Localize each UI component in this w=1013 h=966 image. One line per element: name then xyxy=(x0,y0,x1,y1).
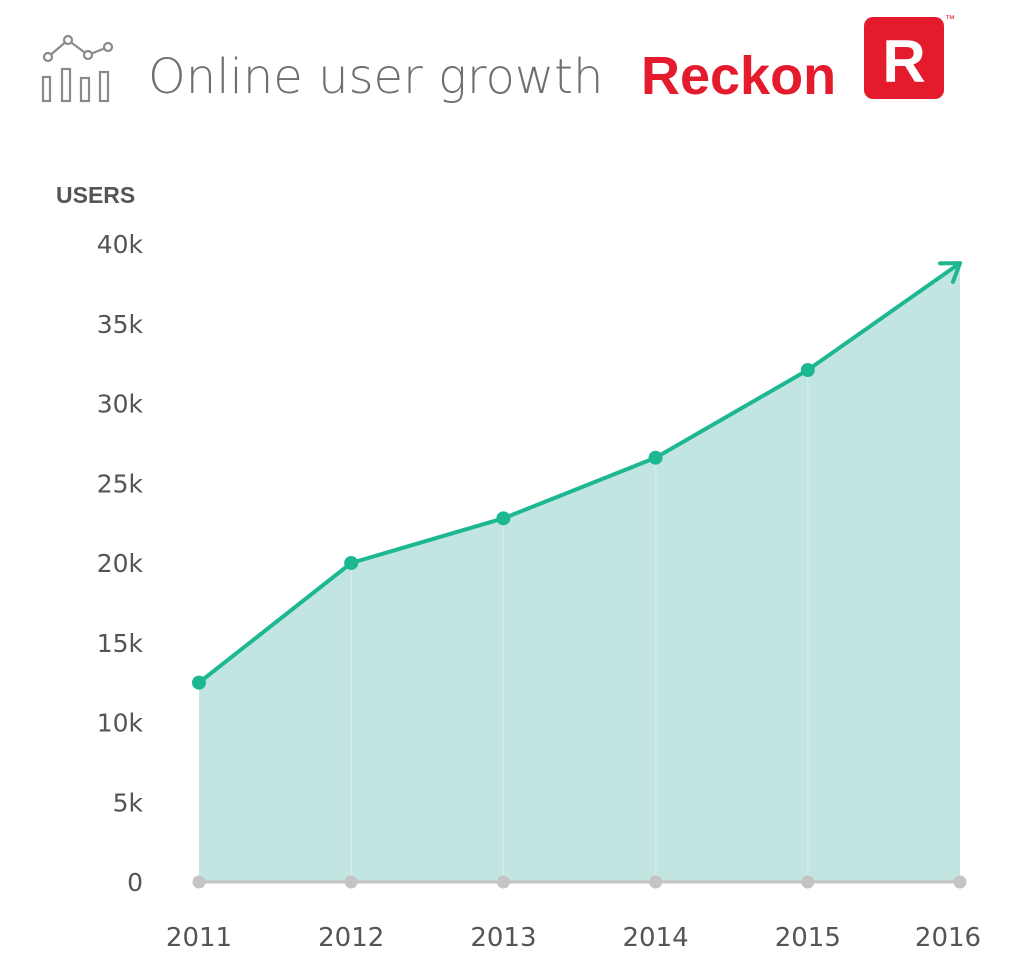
data-point-2015 xyxy=(800,363,815,378)
y-tick-label: 25k xyxy=(97,469,144,498)
y-tick-label: 10k xyxy=(97,709,144,738)
x-tick-label: 2011 xyxy=(166,923,232,953)
x-tick-label: 2015 xyxy=(775,923,841,953)
x-axis-dot xyxy=(496,875,510,889)
brand-badge xyxy=(864,17,944,99)
x-axis-dot xyxy=(801,875,815,889)
y-tick-label: 20k xyxy=(97,549,144,578)
x-axis-dot xyxy=(192,875,206,889)
y-tick-label: 5k xyxy=(113,788,144,817)
x-axis-dot xyxy=(953,875,967,889)
y-tick-label: 35k xyxy=(97,310,144,339)
data-point-2011 xyxy=(192,675,206,690)
x-axis-dot xyxy=(344,875,358,889)
chart-title: Online user growth xyxy=(148,49,603,105)
y-tick-label: 40k xyxy=(97,230,144,259)
x-tick-label: 2016 xyxy=(915,923,981,953)
brand-badge-letter: R xyxy=(882,28,925,95)
y-tick-label: 30k xyxy=(97,390,144,419)
brand-wordmark: Reckon xyxy=(641,46,836,106)
data-point-2014 xyxy=(648,450,663,465)
y-axis-label: USERS xyxy=(56,182,135,208)
series-line xyxy=(197,261,962,685)
reckon-logo: Reckon R ™ xyxy=(641,14,955,106)
x-tick-label: 2012 xyxy=(318,923,384,953)
data-point-2012 xyxy=(344,556,359,570)
x-axis-dot xyxy=(649,875,663,889)
data-point-2016-arrow xyxy=(938,261,962,284)
chart-growth-icon xyxy=(41,34,114,103)
y-tick-label: 0 xyxy=(127,868,143,897)
brand-trademark: ™ xyxy=(945,14,955,25)
data-point-2013 xyxy=(496,511,511,526)
series-area xyxy=(199,263,960,882)
x-tick-label: 2013 xyxy=(470,923,536,953)
y-tick-label: 15k xyxy=(97,629,144,658)
x-tick-label: 2014 xyxy=(623,923,689,953)
